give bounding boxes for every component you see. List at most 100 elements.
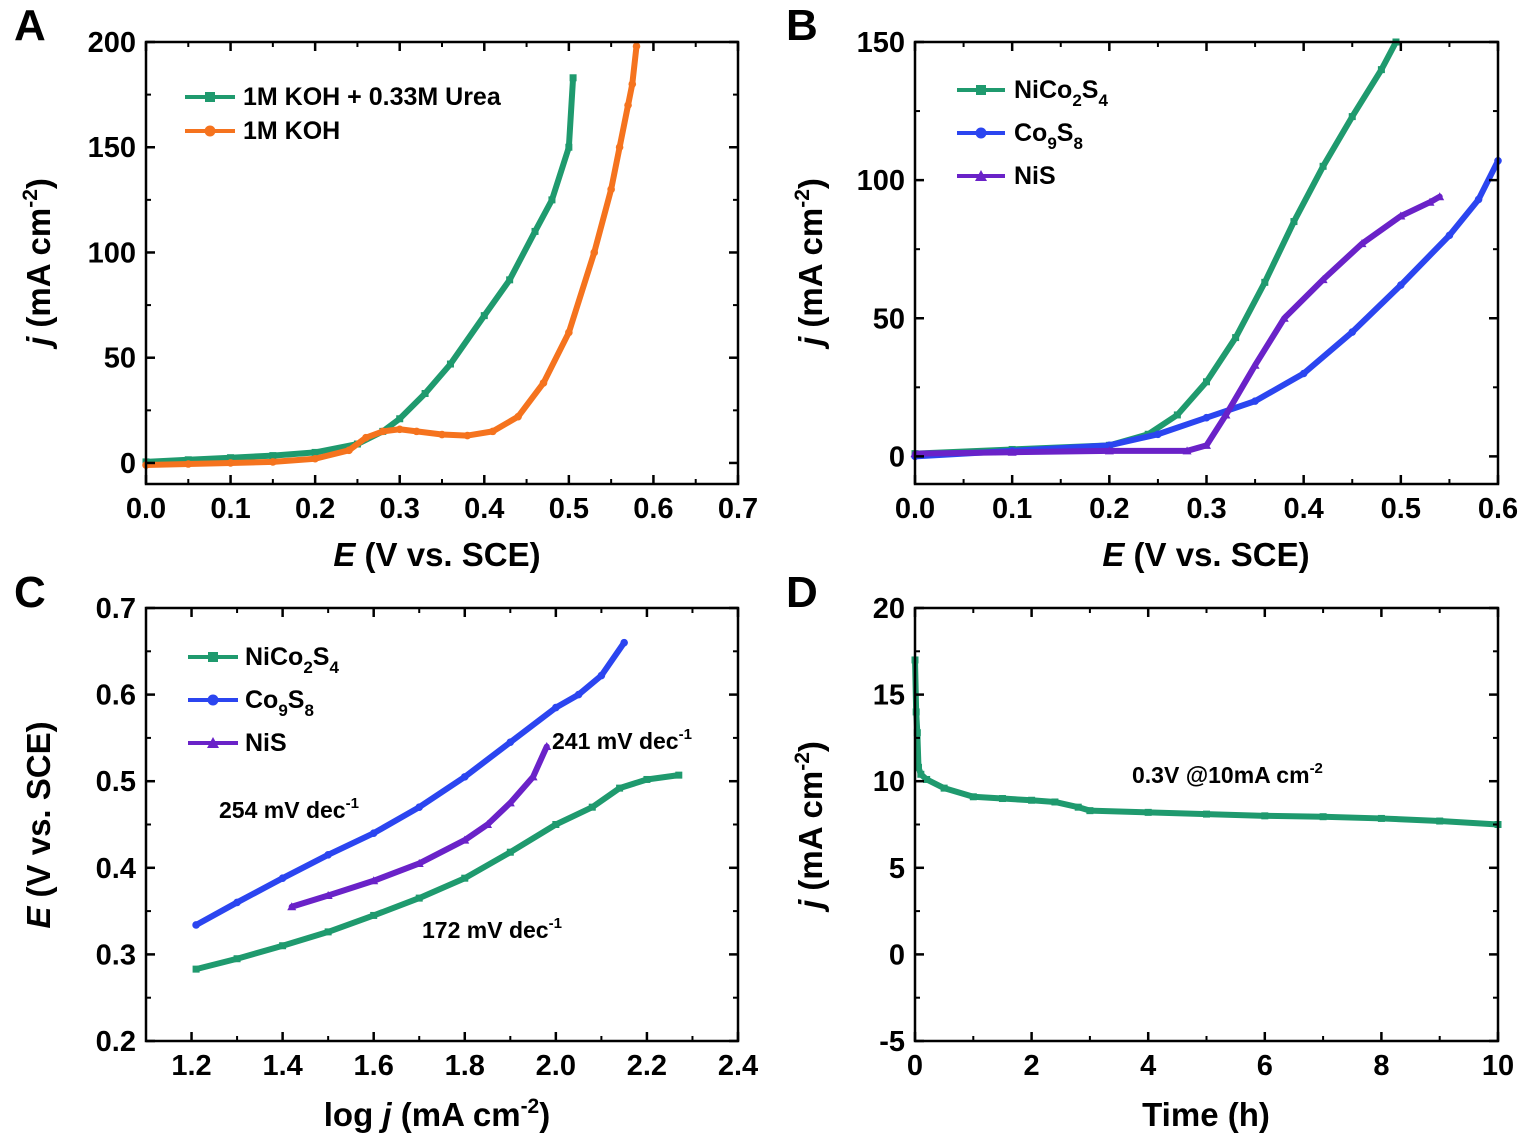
tafel-slope-nico2s4: 172 mV dec-1 <box>422 915 562 943</box>
data-point <box>269 452 277 460</box>
series-line-1 <box>193 639 628 928</box>
data-point <box>548 196 556 204</box>
x-tick-label: 0.2 <box>1089 493 1129 525</box>
data-point <box>1250 360 1260 369</box>
data-point <box>1173 411 1181 419</box>
data-point <box>1445 231 1454 240</box>
data-point <box>192 965 200 973</box>
data-point <box>624 101 632 109</box>
data-point <box>643 775 651 783</box>
data-point <box>379 427 387 436</box>
data-point <box>940 784 948 792</box>
data-point <box>620 638 628 647</box>
x-tick-label: 0.1 <box>210 493 250 525</box>
y-tick-label: 50 <box>104 343 136 375</box>
data-point <box>506 848 514 856</box>
series-line-1 <box>912 157 1501 460</box>
data-point <box>1251 397 1259 405</box>
data-point <box>233 898 241 907</box>
data-point <box>1377 814 1385 822</box>
data-point <box>1232 334 1240 342</box>
legend-label: Co9S8 <box>1014 119 1083 153</box>
data-point <box>1074 803 1082 811</box>
x-tick-label: 10 <box>1482 1050 1514 1082</box>
x-tick-label: 0.3 <box>1186 493 1226 525</box>
data-point <box>415 803 424 811</box>
x-tick-label: 0.0 <box>126 493 166 525</box>
y-tick-label: 0.4 <box>96 853 136 885</box>
legend-item-nis: NiS <box>188 729 287 757</box>
data-point <box>542 742 552 751</box>
x-tick-label: 6 <box>1257 1050 1273 1082</box>
data-point <box>460 773 469 781</box>
legend-label: 1M KOH <box>243 117 340 145</box>
x-axis-title-a: E (V vs. SCE) <box>333 536 540 573</box>
data-point <box>514 412 522 421</box>
data-point <box>1051 798 1059 806</box>
data-point <box>1203 378 1210 386</box>
data-point <box>506 276 514 284</box>
legend-b: NiCo2S4 Co9S8 NiS <box>957 76 1108 190</box>
x-tick-label: 1.8 <box>445 1050 485 1082</box>
y-tick-label: 0.5 <box>96 766 136 798</box>
data-point <box>324 928 332 936</box>
data-point <box>362 433 370 442</box>
data-point <box>345 446 353 455</box>
data-point <box>192 921 200 929</box>
panel-letter-c: C <box>14 568 46 617</box>
data-point <box>1028 796 1036 804</box>
data-point <box>369 876 379 885</box>
data-point <box>552 703 560 712</box>
y-tick-label: 0.7 <box>96 593 136 625</box>
data-point <box>565 328 573 337</box>
legend-a: 1M KOH + 0.33M Urea 1M KOH <box>185 83 502 145</box>
data-point <box>616 784 624 792</box>
y-tick-label: -5 <box>879 1026 905 1058</box>
x-tick-label: 2 <box>1024 1050 1040 1082</box>
legend-label: NiS <box>1014 162 1056 190</box>
data-point <box>184 460 193 468</box>
y-tick-label: 10 <box>873 766 905 798</box>
data-point <box>574 690 583 699</box>
data-point <box>505 798 515 807</box>
data-point <box>396 415 404 423</box>
data-point <box>460 835 470 844</box>
data-point <box>628 80 637 88</box>
data-point <box>463 431 472 440</box>
legend-label: Co9S8 <box>245 686 314 720</box>
data-point <box>412 427 421 436</box>
data-point <box>615 143 624 152</box>
y-tick-label: 50 <box>873 303 905 335</box>
data-point <box>324 851 332 859</box>
x-tick-label: 2.0 <box>536 1050 576 1082</box>
data-point <box>1261 812 1269 820</box>
series-line-1 <box>143 43 640 469</box>
panel-c: C 1.2 1.4 1.6 1.8 2.0 2.2 2.4 0.2 0.3 0.4 0.5 0.6 0.… <box>14 568 758 1133</box>
panel-letter-a: A <box>14 1 46 50</box>
x-tick-label: 0.4 <box>464 493 504 525</box>
legend-item-koh: 1M KOH <box>185 117 340 145</box>
data-point <box>461 874 469 882</box>
y-axis-title-d: j (mA cm-2) <box>791 741 829 913</box>
data-point <box>1348 328 1357 336</box>
data-point <box>1202 440 1211 449</box>
data-point <box>1377 66 1385 74</box>
data-point <box>395 425 404 434</box>
legend-label: 1M KOH + 0.33M Urea <box>243 83 502 111</box>
data-point <box>1436 817 1444 825</box>
panel-letter-b: B <box>786 1 818 50</box>
data-point <box>488 427 497 436</box>
x-tick-label: 0.7 <box>718 493 758 525</box>
y-tick-label: 20 <box>873 593 905 625</box>
data-point <box>1086 807 1094 815</box>
data-point <box>1261 278 1269 286</box>
x-tick-label: 0.1 <box>992 493 1032 525</box>
legend-item-nico2s4: NiCo2S4 <box>957 76 1108 110</box>
data-point <box>415 894 423 902</box>
y-tick-label: 0.2 <box>96 1026 136 1058</box>
data-point <box>1144 808 1152 816</box>
data-point <box>1474 195 1483 204</box>
y-tick-label: 0.6 <box>96 680 136 712</box>
y-tick-label: 200 <box>88 27 136 59</box>
data-point <box>1202 413 1211 422</box>
